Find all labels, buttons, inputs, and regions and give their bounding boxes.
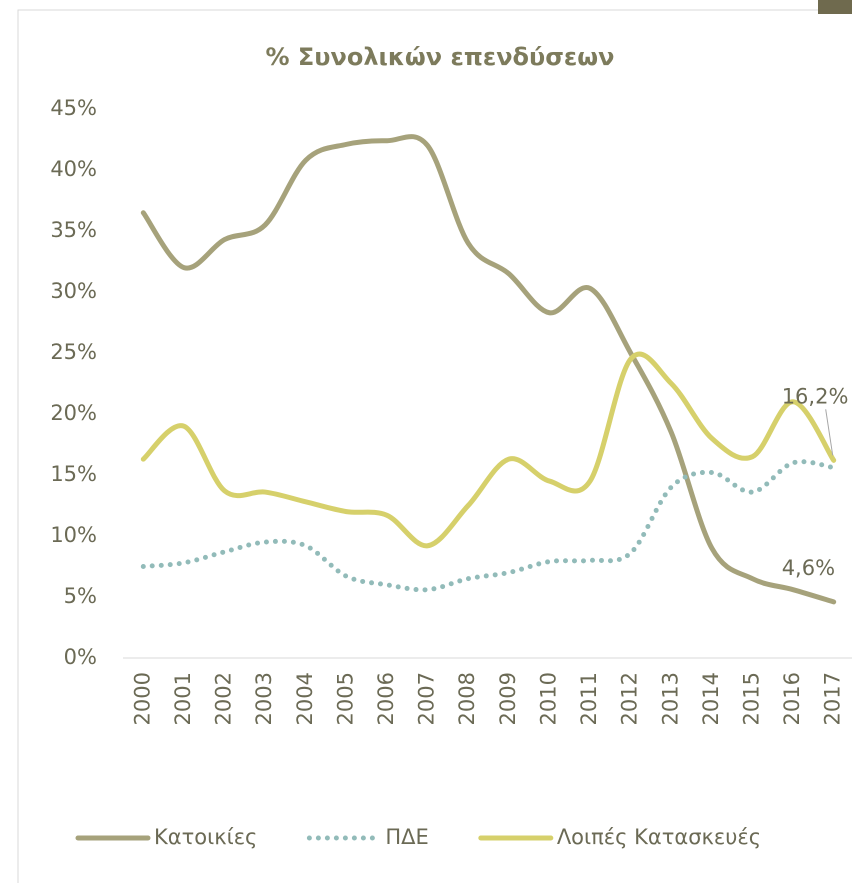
corner-block [818,0,852,14]
x-tick-label: 2017 [821,672,845,725]
y-tick-label: 10% [50,523,97,547]
series-line [140,134,837,605]
x-tick-label: 2004 [293,672,317,725]
legend-label: Λοιπές Κατασκευές [557,825,761,849]
y-tick-label: 35% [50,218,97,242]
y-tick-label: 40% [50,157,97,181]
leader-line [825,409,834,456]
y-tick-label: 15% [50,462,97,486]
x-tick-label: 2013 [658,672,682,725]
x-tick-label: 2009 [496,672,520,725]
chart-frame [17,9,852,883]
y-tick-label: 5% [64,584,97,608]
x-tick-label: 2000 [130,672,154,725]
y-tick-label: 25% [50,340,97,364]
x-tick-label: 2002 [212,672,236,725]
x-tick-label: 2011 [577,672,601,725]
x-tick-label: 2008 [455,672,479,725]
y-tick-label: 0% [64,645,97,669]
x-tick-label: 2003 [252,672,276,725]
x-tick-label: 2006 [374,672,398,725]
x-tick-label: 2007 [415,672,439,725]
x-tick-label: 2010 [536,672,560,725]
x-tick-label: 2012 [618,672,642,725]
legend-label: ΠΔΕ [385,825,428,849]
series-line [140,351,837,549]
y-tick-label: 20% [50,401,97,425]
legend-label: Κατοικίες [154,825,257,849]
chart-title: % Συνολικών επενδύσεων [266,43,615,71]
x-tick-label: 2015 [739,672,763,725]
data-label: 16,2% [782,384,849,408]
y-tick-label: 45% [50,96,97,120]
data-label: 4,6% [782,556,835,580]
x-tick-label: 2014 [699,672,723,725]
x-tick-label: 2001 [171,672,195,725]
y-tick-label: 30% [50,279,97,303]
x-tick-label: 2016 [780,672,804,725]
x-tick-label: 2005 [333,672,357,725]
